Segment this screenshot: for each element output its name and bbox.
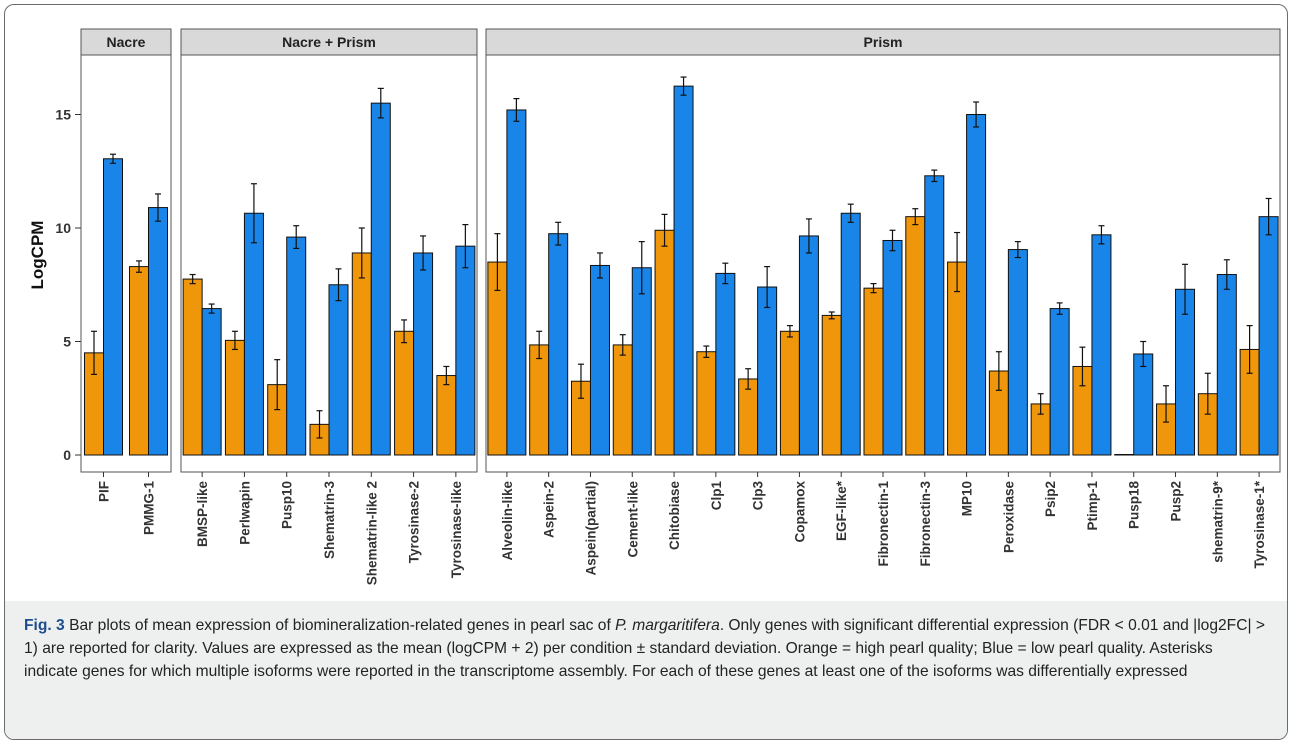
- bar-low-quality: [1091, 234, 1112, 456]
- panel-strip: [180, 28, 478, 56]
- panel-title: Nacre: [107, 34, 146, 50]
- bar-low-quality: [589, 264, 610, 456]
- x-tick-label: Tyrosinase-like: [449, 481, 464, 579]
- bar-low-quality: [286, 236, 307, 456]
- x-tick-label: BMSP-like: [195, 481, 210, 548]
- bar-high-quality: [821, 314, 842, 456]
- y-tick-label: 0: [63, 447, 71, 463]
- bar-high-quality: [696, 351, 717, 456]
- bar-high-quality: [129, 266, 149, 456]
- bar-low-quality: [413, 252, 434, 456]
- bar-low-quality: [631, 267, 652, 456]
- bar-low-quality: [882, 239, 903, 456]
- bar-low-quality: [798, 235, 819, 456]
- x-tick-label: Alveolin-like: [500, 481, 515, 561]
- x-tick-label: Pusp18: [1127, 481, 1142, 530]
- caption-text-1: Bar plots of mean expression of biominer…: [64, 617, 616, 634]
- bar-low-quality: [673, 85, 694, 456]
- bar-low-quality: [455, 245, 476, 456]
- bar-high-quality: [612, 344, 633, 456]
- x-tick-label: Tyrosinase-2: [407, 481, 422, 563]
- bar-low-quality: [840, 212, 861, 456]
- bar-low-quality: [1007, 249, 1028, 456]
- panel-title: Prism: [864, 34, 903, 50]
- bar-high-quality: [436, 375, 457, 456]
- x-tick-label: Chitobiase: [667, 481, 682, 551]
- x-tick-label: PMMG-1: [142, 481, 157, 535]
- x-tick-label: shematrin-9*: [1210, 480, 1225, 563]
- x-tick-label: Clp1: [709, 481, 724, 511]
- bar-low-quality: [1133, 353, 1154, 456]
- x-tick-label: Fibronectin-1: [876, 481, 891, 567]
- bar-high-quality: [529, 344, 550, 456]
- y-tick-label: 10: [55, 220, 71, 236]
- figure-label: Fig. 3: [24, 617, 65, 634]
- x-tick-label: Cement-like: [625, 481, 640, 558]
- bar-high-quality: [738, 378, 759, 456]
- panel-title: Nacre + Prism: [282, 34, 376, 50]
- x-tick-label: PIF: [97, 481, 112, 502]
- bar-high-quality: [654, 229, 675, 456]
- figure-caption: Fig. 3 Bar plots of mean expression of b…: [24, 614, 1269, 683]
- x-tick-label: Shematrin-3: [322, 481, 337, 560]
- x-tick-label: Clp3: [751, 481, 766, 511]
- x-tick-label: Perlwapin: [237, 481, 252, 545]
- bar-high-quality: [1114, 454, 1135, 456]
- bar-high-quality: [863, 287, 884, 456]
- x-tick-label: Peroxidase: [1001, 481, 1016, 554]
- bar-low-quality: [370, 102, 391, 456]
- x-tick-label: Aspein-2: [542, 481, 557, 538]
- bar-low-quality: [1216, 274, 1237, 456]
- x-tick-label: Aspein(partial): [583, 481, 598, 576]
- caption-box: [5, 601, 1287, 739]
- bar-low-quality: [1049, 308, 1070, 456]
- bar-low-quality: [103, 158, 123, 456]
- x-tick-label: Shematrin-like 2: [364, 481, 379, 585]
- bar-high-quality: [351, 252, 372, 456]
- bar-high-quality: [779, 330, 800, 456]
- bar-low-quality: [243, 212, 264, 456]
- bar-low-quality: [1258, 216, 1279, 456]
- x-tick-label: Copamox: [792, 481, 807, 543]
- bar-chart: LogCPM 0 5 10 15 Nacre PIF PMMG-1 Nacre + Prism…: [28, 28, 1281, 585]
- bar-low-quality: [548, 233, 569, 456]
- x-tick-label: Fibronectin-3: [918, 481, 933, 567]
- bar-high-quality: [224, 339, 245, 456]
- x-tick-label: Psip2: [1043, 481, 1058, 517]
- bar-high-quality: [182, 278, 203, 456]
- bar-high-quality: [905, 216, 926, 456]
- bar-low-quality: [328, 284, 349, 456]
- x-tick-label: Ptimp-1: [1085, 481, 1100, 531]
- caption-species: P. margaritifera: [615, 617, 720, 634]
- caption-text-2: . Only genes with significant differenti…: [24, 617, 1265, 680]
- y-axis-label: LogCPM: [28, 221, 47, 290]
- bar-low-quality: [924, 175, 945, 456]
- x-tick-label: Pusp2: [1169, 481, 1184, 522]
- bar-low-quality: [757, 286, 778, 456]
- bar-low-quality: [715, 272, 736, 456]
- bar-low-quality: [966, 114, 987, 456]
- y-tick-label: 5: [63, 334, 71, 350]
- bar-high-quality: [394, 330, 415, 456]
- bar-low-quality: [201, 308, 222, 456]
- x-tick-label: Pusp10: [280, 481, 295, 529]
- panel-strip: [485, 28, 1281, 56]
- bar-low-quality: [506, 109, 527, 456]
- x-tick-label: EGF-like*: [834, 480, 849, 541]
- x-tick-label: Tyrosinase-1*: [1252, 480, 1267, 568]
- x-tick-label: MP10: [960, 481, 975, 516]
- y-tick-label: 15: [55, 107, 71, 123]
- bar-low-quality: [148, 207, 168, 456]
